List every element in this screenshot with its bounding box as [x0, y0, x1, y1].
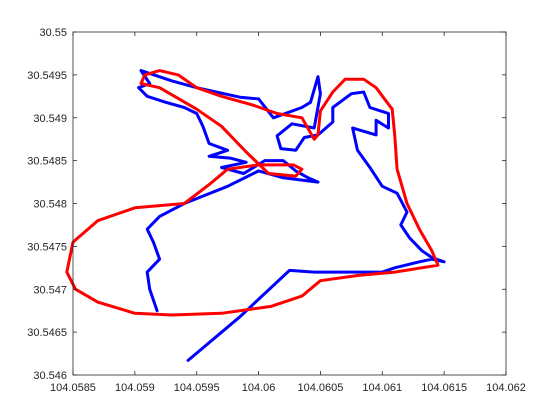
- y-tick-label: 30.548: [33, 199, 67, 211]
- y-tick-label: 30.5475: [27, 241, 67, 253]
- y-tick-label: 30.547: [33, 284, 67, 296]
- x-tick-label: 104.0605: [297, 382, 343, 394]
- x-tick-label: 104.0595: [174, 382, 220, 394]
- y-tick-label: 30.546: [33, 370, 67, 382]
- y-tick-label: 30.549: [33, 113, 67, 125]
- y-tick-label: 30.5465: [27, 327, 67, 339]
- x-tick-label: 104.0585: [50, 382, 96, 394]
- x-tick-label: 104.062: [486, 382, 526, 394]
- x-tick-label: 104.061: [362, 382, 402, 394]
- y-tick-label: 30.55: [39, 27, 67, 39]
- x-tick-label: 104.059: [115, 382, 155, 394]
- x-tick-label: 104.06: [242, 382, 276, 394]
- y-tick-label: 30.5495: [27, 70, 67, 82]
- plot-area: [73, 32, 506, 375]
- y-tick-label: 30.5485: [27, 156, 67, 168]
- x-tick-label: 104.0615: [421, 382, 467, 394]
